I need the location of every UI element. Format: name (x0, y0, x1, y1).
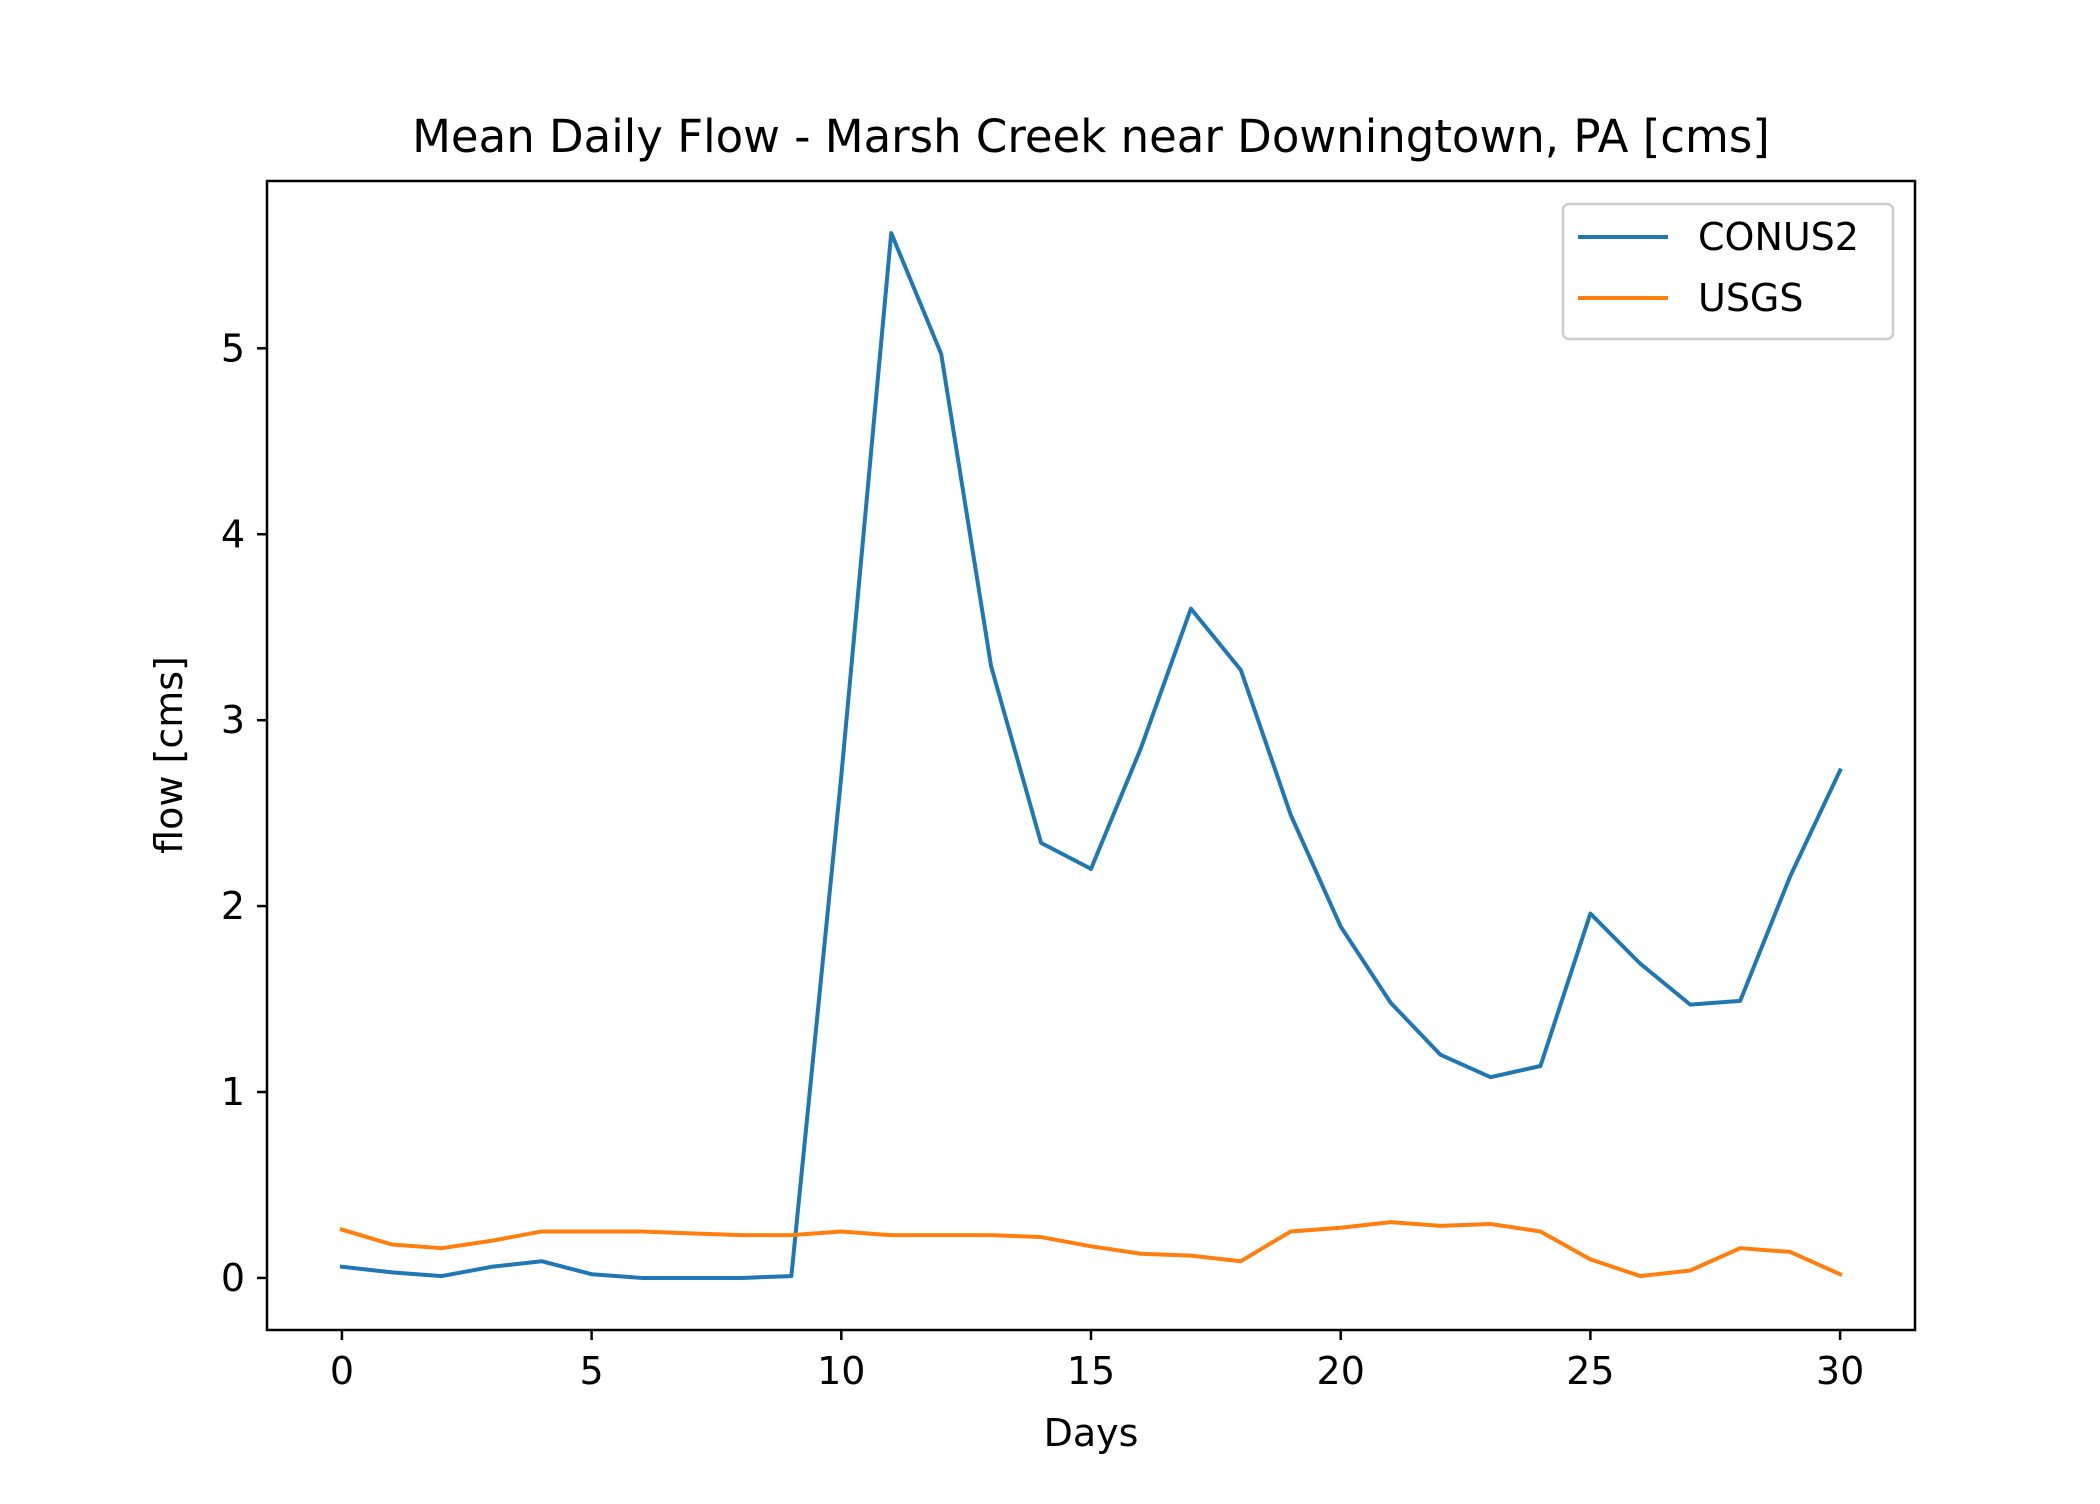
x-tick-label: 5 (580, 1349, 604, 1393)
x-tick-label: 25 (1566, 1349, 1614, 1393)
y-tick-label: 1 (221, 1070, 245, 1114)
y-tick-label: 0 (221, 1256, 245, 1300)
y-tick-label: 3 (221, 698, 245, 742)
legend: CONUS2 USGS (1561, 202, 1895, 341)
y-axis-label: flow [cms] (147, 656, 191, 854)
x-tick-label: 20 (1317, 1349, 1365, 1393)
x-axis-label: Days (1044, 1411, 1139, 1455)
x-tick-label: 0 (330, 1349, 354, 1393)
series-line-usgs (339, 1220, 1843, 1279)
y-tick-label: 4 (221, 512, 245, 556)
y-tick-label: 2 (221, 884, 245, 928)
series-layer (339, 231, 1843, 1280)
y-axis: 0 1 2 3 4 5 (221, 326, 267, 1300)
x-axis: 0 5 10 15 20 25 30 (330, 1330, 1864, 1393)
x-tick-label: 15 (1067, 1349, 1115, 1393)
legend-label-conus2: CONUS2 (1698, 215, 1859, 259)
chart-title: Mean Daily Flow - Marsh Creek near Downi… (412, 110, 1770, 163)
legend-label-usgs: USGS (1698, 276, 1804, 320)
x-tick-label: 30 (1816, 1349, 1864, 1393)
series-line-conus2 (339, 231, 1843, 1280)
x-tick-label: 10 (817, 1349, 865, 1393)
y-tick-label: 5 (221, 326, 245, 370)
